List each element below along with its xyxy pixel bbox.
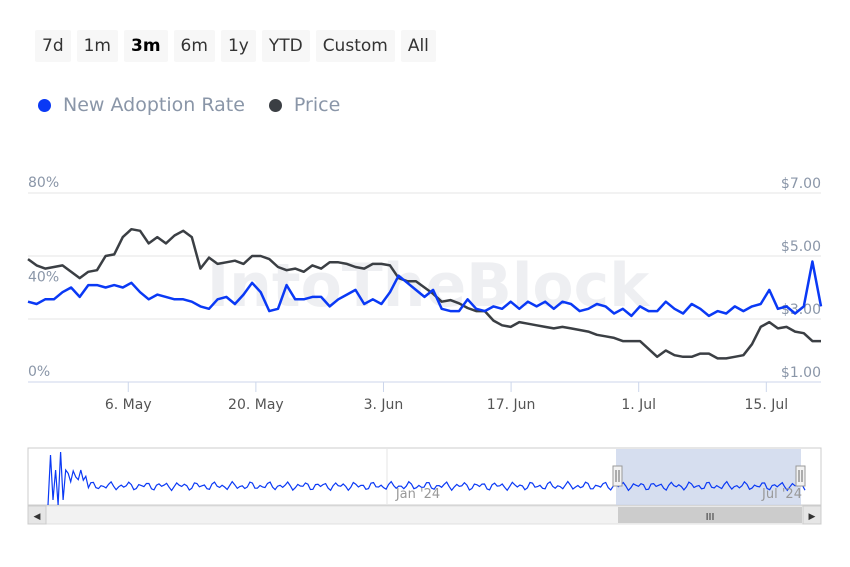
range-button-7d[interactable]: 7d [35,30,71,62]
range-button-all[interactable]: All [400,30,436,62]
range-button-6m[interactable]: 6m [173,30,215,62]
scrollbar-left-button[interactable] [27,505,47,525]
legend-marker-price [268,98,282,112]
left-axis-tick-label: 0% [28,364,50,380]
navigator: Jan '24 Jul '24 [27,447,822,506]
scrollbar-thumb[interactable] [618,507,802,523]
navigator-handle-right[interactable] [795,465,806,487]
scroll-right-icon: ▶ [809,512,816,522]
right-axis-tick-label: $5.00 [781,239,821,255]
x-axis-tick-label: 17. Jun [487,397,536,413]
legend-marker-adoption [38,98,51,112]
left-axis-tick-label: 40% [28,270,59,286]
x-axis-tick-label: 6. May [105,397,152,413]
navigator-label-jan: Jan '24 [395,487,440,502]
range-button-1y[interactable]: 1y [220,30,256,62]
navigator-label-jul: Jul '24 [761,487,802,502]
legend-item-price[interactable]: Price [268,94,341,116]
range-button-ytd[interactable]: YTD [261,30,310,62]
right-axis-tick-label: $7.00 [781,176,821,192]
range-button-custom[interactable]: Custom [315,30,395,62]
x-axis-tick-label: 20. May [228,397,284,413]
series-line-adoption [27,260,823,318]
x-axis: 6. May 20. May 3. Jun 17. Jun 1. Jul 15. Jul [105,382,788,413]
legend-item-adoption[interactable]: New Adoption Rate [38,94,245,116]
x-axis-tick-label: 15. Jul [745,397,789,413]
scrollbar[interactable]: III ◀ ▶ [27,505,822,525]
scroll-left-icon: ◀ [34,512,41,522]
left-axis: 0% 40% 80% [28,175,59,380]
navigator-series-line [47,451,806,506]
navigator-handle-left[interactable] [612,465,623,487]
range-button-1m[interactable]: 1m [76,30,118,62]
x-axis-tick-label: 1. Jul [621,397,656,413]
legend: New Adoption Rate Price [38,94,340,116]
legend-label-price: Price [293,94,341,116]
series-line-price [27,227,821,360]
right-axis: $1.00$3.00$5.00$7.00 [781,176,821,381]
range-selector: 7d 1m 3m 6m 1y YTD Custom All [35,30,436,62]
navigator-selection[interactable] [616,449,801,505]
right-axis-tick-label: $1.00 [781,365,821,381]
range-button-3m[interactable]: 3m [124,30,168,62]
legend-label-adoption: New Adoption Rate [63,94,245,116]
x-axis-tick-label: 3. Jun [364,397,404,413]
scrollbar-right-button[interactable] [802,505,822,525]
left-axis-tick-label: 80% [28,175,59,191]
scrollbar-thumb-grip: III [706,512,715,523]
